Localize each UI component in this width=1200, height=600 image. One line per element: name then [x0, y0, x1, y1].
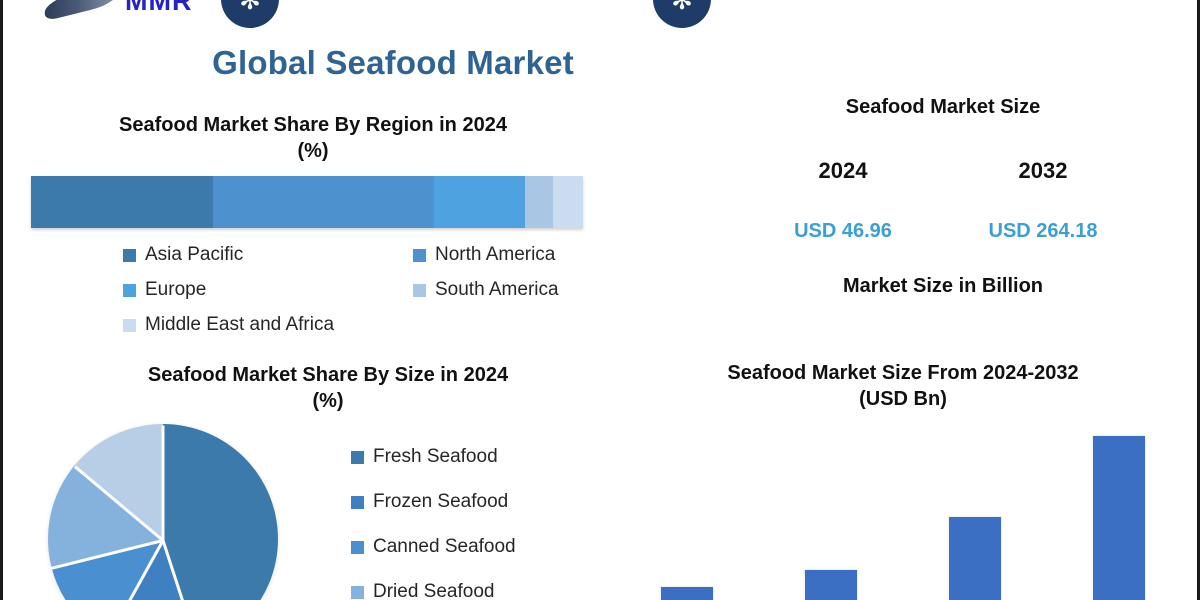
market-size-value-start: USD 46.96: [794, 220, 892, 242]
region-segment: [433, 176, 526, 228]
region-legend-label: South America: [435, 279, 559, 300]
pie-slice-divider: [73, 465, 164, 542]
market-size-years: 2024 2032: [763, 158, 1123, 184]
size-chart-title-line2: (%): [312, 390, 344, 412]
legend-swatch-icon: [351, 495, 364, 509]
region-legend-item: North America: [413, 244, 623, 266]
legend-swatch-icon: [123, 248, 136, 262]
size-legend-item: Fresh Seafood: [351, 446, 516, 468]
region-stacked-bar: [31, 176, 583, 228]
size-legend-label: Frozen Seafood: [373, 491, 509, 512]
forecast-bar: [1093, 436, 1145, 600]
region-legend-item: South America: [413, 279, 623, 301]
legend-swatch-icon: [413, 283, 426, 297]
market-size-unit-label: Market Size in Billion: [842, 275, 1044, 297]
region-legend-item: Middle East and Africa: [123, 314, 413, 336]
size-legend-label: Dried Seafood: [373, 581, 495, 600]
forecast-bar: [661, 587, 713, 600]
size-legend-item: Dried Seafood: [351, 581, 516, 600]
region-segment: [552, 176, 583, 228]
region-segment: [525, 176, 553, 228]
pie-slice-divider: [161, 540, 200, 600]
legend-swatch-icon: [413, 248, 426, 262]
legend-swatch-icon: [351, 450, 364, 464]
legend-swatch-icon: [351, 540, 364, 554]
region-legend-label: Europe: [145, 279, 207, 300]
forecast-bar: [949, 517, 1001, 600]
market-size-value-end: USD 264.18: [988, 220, 1098, 242]
page-title: Global Seafood Market: [212, 44, 574, 81]
region-legend-label: Middle East and Africa: [145, 314, 335, 335]
leaf-glyph: ✻: [239, 0, 261, 16]
region-legend-item: Europe: [123, 279, 413, 301]
region-legend-label: Asia Pacific: [145, 244, 244, 265]
size-legend-item: Frozen Seafood: [351, 491, 516, 513]
forecast-chart-title-line1: Seafood Market Size From 2024-2032: [727, 362, 1079, 384]
market-size-title: Seafood Market Size: [845, 96, 1041, 118]
region-segment: [213, 176, 434, 228]
size-chart-title: Seafood Market Share By Size in 2024 (%): [63, 362, 593, 414]
legend-swatch-icon: [351, 585, 364, 599]
legend-swatch-icon: [123, 283, 136, 297]
forecast-bar: [805, 570, 857, 600]
market-size-year-start: 2024: [818, 158, 868, 183]
region-chart-title: Seafood Market Share By Region in 2024 (…: [23, 112, 603, 164]
header-band: MMR ✻ ✻ in 2024. CAGR of 24.10% during 2…: [3, 0, 1197, 30]
forecast-chart-title-line2: (USD Bn): [859, 388, 947, 410]
size-legend: Fresh Seafood Frozen Seafood Canned Seafoo…: [351, 446, 516, 600]
leaf-badge-icon-left: ✻: [221, 0, 279, 28]
region-chart-title-line2: (%): [297, 140, 329, 162]
size-legend-label: Fresh Seafood: [373, 446, 498, 467]
legend-swatch-icon: [123, 318, 136, 332]
forecast-chart-title: Seafood Market Size From 2024-2032 (USD …: [613, 360, 1193, 412]
region-chart-title-line1: Seafood Market Share By Region in 2024: [119, 114, 507, 136]
market-size-year-end: 2032: [1018, 158, 1068, 183]
mmr-logo: MMR: [33, 0, 213, 26]
region-segment: [31, 176, 214, 228]
size-chart-title-line1: Seafood Market Share By Size in 2024: [147, 364, 509, 386]
leaf-badge-icon-right: ✻: [653, 0, 711, 28]
forecast-bar-chart: [615, 420, 1191, 600]
size-pie-chart: [48, 424, 278, 600]
size-legend-item: Canned Seafood: [351, 536, 516, 558]
header-blurb-right: CAGR of 24.10% during 2025-2032: [738, 0, 1068, 2]
market-size-values: USD 46.96 USD 264.18: [763, 220, 1123, 243]
mmr-logo-text: MMR: [125, 0, 193, 16]
pie-slice-divider: [161, 425, 165, 541]
region-legend-label: North America: [435, 244, 556, 265]
swoosh-logo-icon: [41, 0, 121, 21]
region-legend-item: Asia Pacific: [123, 244, 413, 266]
size-legend-label: Canned Seafood: [373, 536, 516, 557]
region-legend: Asia Pacific North America Europe South Ame…: [123, 244, 623, 336]
header-blurb-left: in 2024.: [293, 0, 623, 2]
leaf-glyph: ✻: [671, 0, 693, 16]
